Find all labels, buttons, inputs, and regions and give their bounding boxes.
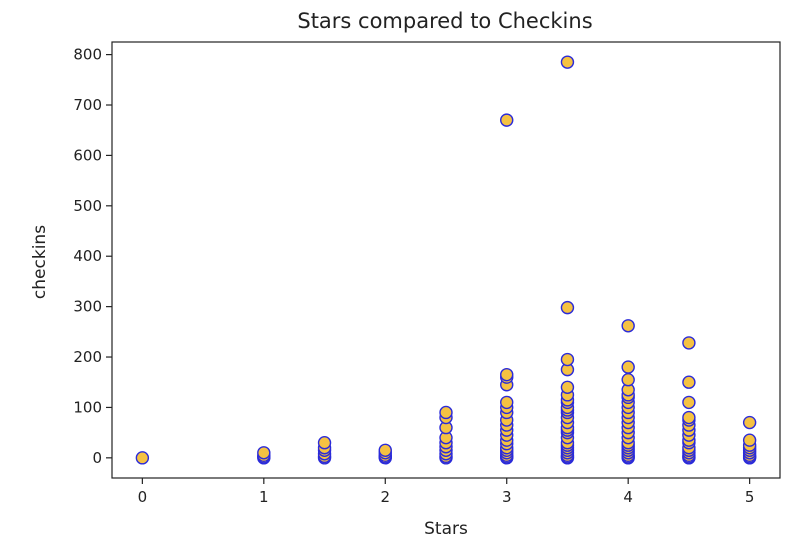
data-point (682, 336, 696, 350)
x-axis-label: Stars (424, 519, 468, 539)
data-point (621, 373, 635, 387)
x-tick-label: 4 (623, 488, 633, 506)
data-point (742, 433, 757, 447)
data-point (378, 443, 392, 457)
y-tick-label: 800 (73, 46, 102, 64)
data-point (317, 436, 332, 450)
y-tick-label: 0 (92, 449, 102, 467)
y-axis: 0 100 200 300 400 500 600 700 800 (73, 46, 112, 467)
data-point (621, 360, 635, 374)
x-tick-label: 3 (502, 488, 512, 506)
y-tick-label: 500 (73, 197, 102, 215)
y-tick-label: 100 (73, 398, 102, 416)
data-point (560, 380, 575, 394)
y-tick-label: 200 (73, 348, 102, 366)
data-point (560, 352, 575, 367)
y-tick-label: 700 (73, 96, 102, 114)
data-point (135, 451, 150, 465)
data-point (682, 410, 696, 425)
data-point (500, 395, 514, 410)
y-tick-label: 400 (73, 247, 102, 265)
data-point (682, 375, 696, 389)
x-tick-label: 2 (380, 488, 390, 506)
data-point (560, 300, 575, 315)
y-axis-label: checkins (30, 225, 50, 299)
x-tick-label: 1 (259, 488, 269, 506)
plot-area (135, 55, 757, 465)
plot-frame (111, 41, 781, 479)
data-point (500, 367, 514, 382)
data-point (682, 395, 696, 410)
data-point (560, 55, 575, 69)
y-tick-label: 300 (73, 298, 102, 316)
chart-title: Stars compared to Checkins (297, 9, 592, 33)
data-point (257, 446, 271, 460)
data-point (500, 113, 514, 127)
data-point (742, 415, 757, 430)
data-point (621, 319, 635, 333)
x-tick-label: 0 (138, 488, 148, 506)
x-axis: 0 1 2 3 4 5 (138, 478, 755, 506)
y-tick-label: 600 (73, 146, 102, 164)
x-tick-label: 5 (745, 488, 755, 506)
data-point (439, 405, 453, 420)
